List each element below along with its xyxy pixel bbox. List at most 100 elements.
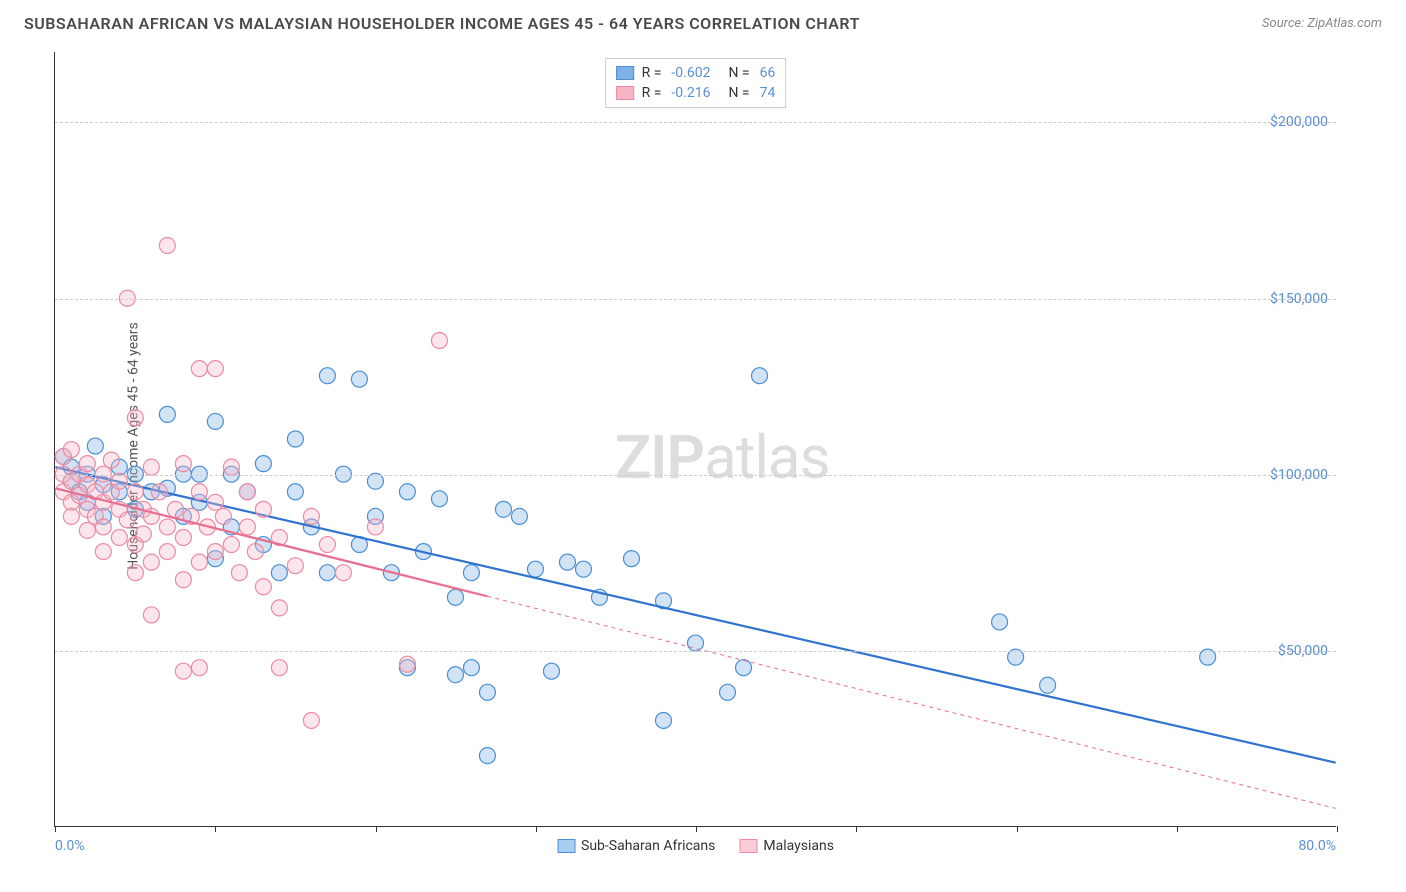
series-legend-item: Malaysians (739, 838, 834, 854)
legend-row: R =-0.602N =66 (616, 63, 776, 83)
data-point (175, 572, 191, 588)
legend-swatch (616, 66, 634, 80)
x-axis-max-label: 80.0% (1298, 838, 1336, 854)
data-point (255, 579, 271, 595)
data-point (479, 748, 495, 764)
data-point (159, 519, 175, 535)
data-point (95, 519, 111, 535)
data-point (247, 544, 263, 560)
data-point (207, 544, 223, 560)
x-tick (55, 826, 56, 832)
data-point (992, 614, 1008, 630)
data-point (463, 565, 479, 581)
data-point (623, 551, 639, 567)
data-point (119, 512, 135, 528)
x-tick (1017, 826, 1018, 832)
data-point (736, 660, 752, 676)
data-point (127, 410, 143, 426)
data-point (103, 452, 119, 468)
data-point (688, 635, 704, 651)
data-point (287, 484, 303, 500)
x-tick (376, 826, 377, 832)
data-point (127, 484, 143, 500)
data-point (447, 589, 463, 605)
data-point (207, 494, 223, 510)
source-attribution: Source: ZipAtlas.com (1262, 16, 1382, 31)
data-point (127, 565, 143, 581)
data-point (159, 544, 175, 560)
x-axis-min-label: 0.0% (55, 838, 85, 854)
legend-swatch (557, 839, 575, 853)
series-legend-item: Sub-Saharan Africans (557, 838, 715, 854)
data-point (271, 660, 287, 676)
data-point (319, 368, 335, 384)
data-point (287, 558, 303, 574)
data-point (303, 712, 319, 728)
gridline (55, 475, 1336, 476)
data-point (351, 371, 367, 387)
x-tick (536, 826, 537, 832)
data-point (175, 663, 191, 679)
data-point (479, 684, 495, 700)
legend-r-value: -0.602 (671, 65, 710, 81)
data-point (527, 561, 543, 577)
y-tick-label: $100,000 (1270, 467, 1328, 483)
data-point (191, 554, 207, 570)
data-point (231, 565, 247, 581)
legend-r-value: -0.216 (671, 85, 710, 101)
legend-r-label: R = (642, 85, 662, 101)
correlation-legend: R =-0.602N =66R =-0.216N =74 (605, 58, 787, 108)
data-point (239, 519, 255, 535)
gridline (55, 299, 1336, 300)
scatter-plot-svg (55, 52, 1336, 826)
data-point (63, 508, 79, 524)
data-point (431, 491, 447, 507)
data-point (463, 660, 479, 676)
x-tick (215, 826, 216, 832)
series-legend-label: Sub-Saharan Africans (581, 838, 715, 854)
data-point (720, 684, 736, 700)
legend-swatch (616, 86, 634, 100)
data-point (79, 522, 95, 538)
series-legend: Sub-Saharan Africans Malaysians (557, 838, 834, 854)
data-point (335, 565, 351, 581)
data-point (399, 484, 415, 500)
data-point (143, 554, 159, 570)
x-tick (1337, 826, 1338, 832)
data-point (367, 519, 383, 535)
data-point (1040, 677, 1056, 693)
data-point (207, 361, 223, 377)
data-point (143, 607, 159, 623)
trend-line-extrapolated (487, 596, 1335, 808)
data-point (79, 456, 95, 472)
data-point (287, 431, 303, 447)
data-point (111, 530, 127, 546)
data-point (167, 501, 183, 517)
x-tick (1177, 826, 1178, 832)
legend-n-label: N = (728, 65, 749, 81)
data-point (559, 554, 575, 570)
data-point (159, 406, 175, 422)
data-point (511, 508, 527, 524)
chart-title: SUBSAHARAN AFRICAN VS MALAYSIAN HOUSEHOL… (24, 14, 860, 33)
x-tick (856, 826, 857, 832)
data-point (319, 565, 335, 581)
y-tick-label: $50,000 (1278, 643, 1328, 659)
chart-header: SUBSAHARAN AFRICAN VS MALAYSIAN HOUSEHOL… (24, 14, 1382, 33)
gridline (55, 122, 1336, 123)
y-tick-label: $150,000 (1270, 291, 1328, 307)
series-legend-label: Malaysians (763, 838, 834, 854)
data-point (175, 530, 191, 546)
x-tick (696, 826, 697, 832)
data-point (223, 537, 239, 553)
data-point (431, 333, 447, 349)
legend-n-value: 74 (760, 85, 776, 101)
data-point (255, 501, 271, 517)
legend-swatch (739, 839, 757, 853)
data-point (159, 238, 175, 254)
data-point (239, 484, 255, 500)
data-point (191, 660, 207, 676)
data-point (271, 600, 287, 616)
data-point (656, 712, 672, 728)
legend-n-label: N = (728, 85, 749, 101)
